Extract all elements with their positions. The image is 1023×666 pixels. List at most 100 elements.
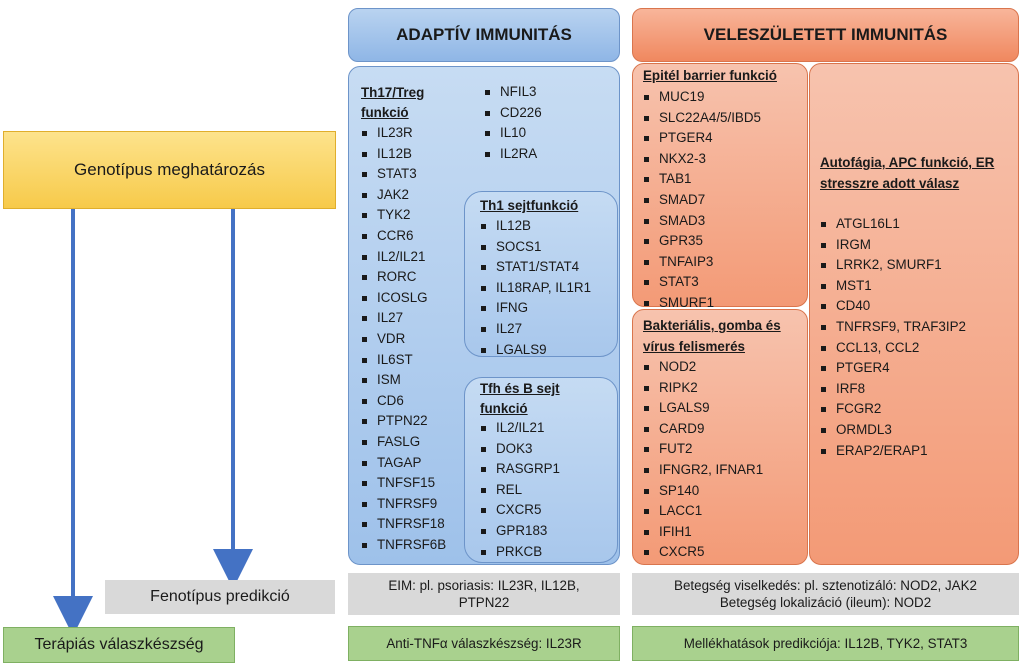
tfh-box: Tfh és B sejt funkció IL2/IL21 DOK3 RASG… [464,377,618,563]
gene-item: PTPN22 [361,411,446,432]
therapy-box: Terápiás válaszkészség [3,627,235,663]
genotype-label: Genotípus meghatározás [74,160,265,179]
gene-item: IFNG [480,298,591,319]
gene-item: IL23R [361,123,446,144]
tfh-heading-line1: Tfh és B sejt [480,381,560,396]
gene-item: RORC [361,267,446,288]
gene-item: MST1 [820,276,966,297]
innate-therapy-box: Mellékhatások predikciója: IL12B, TYK2, … [632,626,1019,661]
gene-item: NOD2 [643,357,763,378]
gene-item: PTGER4 [820,358,966,379]
gene-item: TAGAP [361,453,446,474]
adaptive-panel: Th17/Treg funkció IL23R IL12B STAT3 JAK2… [348,66,620,565]
gene-item: IL12B [361,144,446,165]
epithelial-gene-list: MUC19 SLC22A4/5/IBD5 PTGER4 NKX2-3 TAB1 … [643,87,761,314]
gene-item: GPR35 [643,231,761,252]
adaptive-header: ADAPTÍV IMMUNITÁS [348,8,620,62]
gene-item: FUT2 [643,439,763,460]
autophagy-heading-line2: stresszre adott válasz [820,176,960,191]
gene-item: MUC19 [643,87,761,108]
adaptive-phenotype-box: EIM: pl. psoriasis: IL23R, IL12B, PTPN22 [348,573,620,615]
gene-item: CARD9 [643,419,763,440]
gene-item: NKX2-3 [643,149,761,170]
gene-item: STAT3 [643,272,761,293]
gene-item: TNFRSF18 [361,514,446,535]
gene-item: SLC22A4/5/IBD5 [643,108,761,129]
gene-item: TNFSF15 [361,473,446,494]
adaptive-header-label: ADAPTÍV IMMUNITÁS [396,25,572,44]
gene-item: RIPK2 [643,378,763,399]
gene-item: TNFAIP3 [643,252,761,273]
adaptive-phenotype-line2: PTPN22 [458,595,510,610]
adaptive-phenotype-line1: EIM: pl. psoriasis: IL23R, IL12B, [388,578,580,593]
gene-item: IL27 [480,319,591,340]
th1-box: Th1 sejtfunkció IL12B SOCS1 STAT1/STAT4 … [464,191,618,357]
gene-item: DOK3 [480,439,560,460]
gene-item: PTGER4 [643,128,761,149]
gene-item: TNFRSF9 [361,494,446,515]
gene-item: IL6ST [361,350,446,371]
innate-header-label: VELESZÜLETETT IMMUNITÁS [703,25,948,44]
gene-item: LGALS9 [643,398,763,419]
innate-phenotype-box: Betegség viselkedés: pl. sztenotizáló: N… [632,573,1019,615]
tfh-heading-line2: funkció [480,401,528,416]
innate-header: VELESZÜLETETT IMMUNITÁS [632,8,1019,62]
innate-therapy-label: Mellékhatások predikciója: IL12B, TYK2, … [683,636,968,651]
gene-item: SMAD3 [643,211,761,232]
gene-item: CXCR5 [643,542,763,563]
gene-item: STAT3 [361,164,446,185]
gene-item: RASGRP1 [480,459,560,480]
th1-gene-list: IL12B SOCS1 STAT1/STAT4 IL18RAP, IL1R1 I… [480,216,591,360]
gene-item: CD40 [820,296,966,317]
gene-item: FCGR2 [820,399,966,420]
autophagy-heading-line1: Autofágia, APC funkció, ER [820,155,995,170]
gene-item: IL10 [484,123,542,144]
bacterial-heading-line1: Bakteriális, gomba és [643,318,781,333]
gene-item: REL [480,480,560,501]
gene-item: IL27 [361,308,446,329]
phenotype-label: Fenotípus predikció [150,588,290,605]
gene-item: GPR183 [480,521,560,542]
gene-item: SMAD7 [643,190,761,211]
gene-item: SOCS1 [480,237,591,258]
innate-phenotype-line1: Betegség viselkedés: pl. sztenotizáló: N… [674,578,977,593]
adaptive-therapy-box: Anti-TNFα válaszkészség: IL23R [348,626,620,661]
gene-item: ICOSLG [361,288,446,309]
genotype-box: Genotípus meghatározás [3,131,336,209]
gene-item: CCL13, CCL2 [820,338,966,359]
gene-item: IL12B [480,216,591,237]
autophagy-gene-list: ATGL16L1 IRGM LRRK2, SMURF1 MST1 CD40 TN… [820,214,966,461]
adaptive-therapy-label: Anti-TNFα válaszkészség: IL23R [386,636,582,651]
gene-item: SP140 [643,481,763,502]
gene-item: ISM [361,370,446,391]
gene-item: PRKCB [480,542,560,563]
gene-item: TNFRSF9, TRAF3IP2 [820,317,966,338]
gene-item: ATGL16L1 [820,214,966,235]
gene-item: TNFRSF6B [361,535,446,556]
phenotype-box: Fenotípus predikció [105,580,335,614]
th17-heading-line2: funkció [361,105,409,120]
gene-item: LRRK2, SMURF1 [820,255,966,276]
innate-phenotype-line2: Betegség lokalizáció (ileum): NOD2 [719,595,932,610]
gene-item: NFIL3 [484,82,542,103]
gene-item: FASLG [361,432,446,453]
tfh-heading: Tfh és B sejt funkció [480,379,560,419]
gene-item: LACC1 [643,501,763,522]
gene-item: CCR6 [361,226,446,247]
th1-heading: Th1 sejtfunkció [480,198,579,213]
therapy-label: Terápiás válaszkészség [34,636,204,653]
gene-item: JAK2 [361,185,446,206]
th17-gene-list: IL23R IL12B STAT3 JAK2 TYK2 CCR6 IL2/IL2… [361,123,446,555]
gene-item: CD226 [484,103,542,124]
bacterial-gene-list: NOD2 RIPK2 LGALS9 CARD9 FUT2 IFNGR2, IFN… [643,357,763,563]
autophagy-heading: Autofágia, APC funkció, ER stresszre ado… [820,152,994,194]
autophagy-panel: Autofágia, APC funkció, ER stresszre ado… [809,63,1019,565]
gene-item: TAB1 [643,169,761,190]
bacterial-panel: Bakteriális, gomba és vírus felismerés N… [632,309,808,565]
bacterial-heading: Bakteriális, gomba és vírus felismerés [643,315,781,357]
gene-item: VDR [361,329,446,350]
gene-item: IL2/IL21 [480,418,560,439]
gene-item: CD6 [361,391,446,412]
gene-item: ORMDL3 [820,420,966,441]
